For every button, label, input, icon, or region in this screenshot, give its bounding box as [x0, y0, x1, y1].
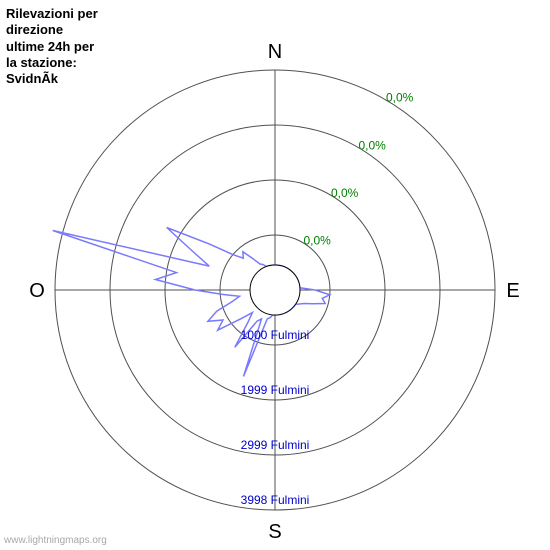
- pct-label-1: 0,0%: [331, 186, 359, 200]
- pct-label-3: 0,0%: [386, 91, 414, 105]
- ring-label-2: 2999 Fulmini: [241, 438, 310, 452]
- pct-label-2: 0,0%: [359, 138, 387, 152]
- center-hole: [250, 265, 300, 315]
- compass-w: O: [29, 280, 45, 302]
- ring-label-3: 3998 Fulmini: [241, 493, 310, 507]
- ring-label-1: 1999 Fulmini: [241, 383, 310, 397]
- credit-text: www.lightningmaps.org: [4, 535, 107, 546]
- compass-s: S: [268, 521, 281, 543]
- polar-chart-container: 1000 Fulmini 1999 Fulmini 2999 Fulmini 3998…: [0, 0, 550, 550]
- compass-e: E: [506, 280, 519, 302]
- chart-title: Rilevazioni per direzione ultime 24h per…: [6, 6, 98, 87]
- pct-label-0: 0,0%: [304, 234, 332, 248]
- compass-n: N: [268, 41, 282, 63]
- ring-label-0: 1000 Fulmini: [241, 328, 310, 342]
